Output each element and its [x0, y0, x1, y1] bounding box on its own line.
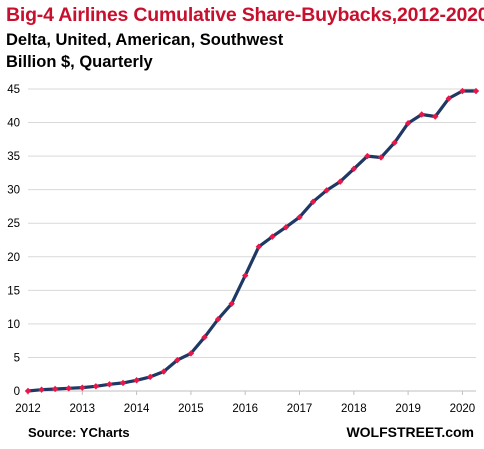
data-point	[350, 165, 358, 173]
y-tick-label: 30	[7, 185, 20, 197]
data-point	[432, 113, 439, 120]
data-point	[160, 368, 167, 375]
chart-gridlines	[28, 88, 476, 358]
data-point	[269, 233, 276, 240]
data-point	[391, 139, 398, 146]
series-line	[26, 89, 478, 393]
data-point	[92, 383, 100, 390]
series-buybacks	[24, 87, 480, 395]
x-tick-label: 2020	[450, 403, 476, 415]
y-axis-tick-labels: 0 5 10 15 20 25 30 35 40 45	[7, 84, 20, 398]
data-point	[146, 373, 154, 381]
y-tick-label: 0	[14, 386, 20, 398]
y-tick-label: 40	[7, 118, 20, 130]
y-tick-label: 25	[7, 218, 20, 230]
data-point	[364, 152, 371, 160]
y-tick-label: 10	[7, 319, 20, 331]
data-point	[323, 187, 330, 194]
data-point	[418, 111, 425, 118]
x-tick-label: 2015	[178, 403, 204, 415]
source-note: Source: YCharts	[28, 425, 130, 440]
data-point	[337, 178, 344, 185]
y-tick-label: 5	[14, 352, 20, 364]
data-point	[24, 387, 32, 395]
x-tick-label: 2019	[395, 403, 421, 415]
data-point	[133, 377, 140, 384]
brand-label: WOLFSTREET.com	[346, 424, 474, 440]
data-point	[38, 386, 45, 393]
data-point	[472, 87, 480, 95]
x-axis-tick-labels: 2012 2013 2014 2015 2016 2017 2018 2019 2020	[15, 391, 475, 415]
data-point	[377, 154, 385, 161]
data-point	[51, 385, 59, 393]
y-tick-label: 35	[7, 151, 20, 163]
data-point	[119, 379, 127, 387]
data-point	[79, 384, 86, 391]
data-point	[228, 300, 235, 307]
chart-subtitle-units: Billion $, Quarterly	[6, 53, 153, 71]
data-point	[445, 95, 453, 102]
data-point	[309, 198, 317, 205]
chart-subtitle-companies: Delta, United, American, Southwest	[6, 31, 284, 49]
data-point	[65, 385, 72, 392]
data-point	[174, 356, 181, 364]
y-tick-label: 45	[7, 84, 20, 96]
data-point	[214, 315, 222, 323]
data-point	[187, 350, 195, 357]
data-point	[201, 334, 208, 341]
y-tick-label: 20	[7, 252, 20, 264]
data-point	[404, 120, 412, 127]
y-tick-label: 15	[7, 285, 20, 297]
data-point	[242, 272, 249, 279]
x-tick-label: 2012	[15, 403, 41, 415]
data-point	[106, 381, 113, 388]
x-tick-label: 2018	[341, 403, 367, 415]
x-tick-label: 2013	[70, 403, 96, 415]
data-point	[296, 213, 303, 221]
x-tick-label: 2016	[232, 403, 258, 415]
chart-title: Big-4 Airlines Cumulative Share-Buybacks…	[6, 4, 484, 26]
x-tick-label: 2014	[124, 403, 150, 415]
x-tick-label: 2017	[287, 403, 313, 415]
data-point	[255, 243, 262, 250]
data-point	[459, 87, 466, 95]
data-point	[282, 224, 290, 231]
